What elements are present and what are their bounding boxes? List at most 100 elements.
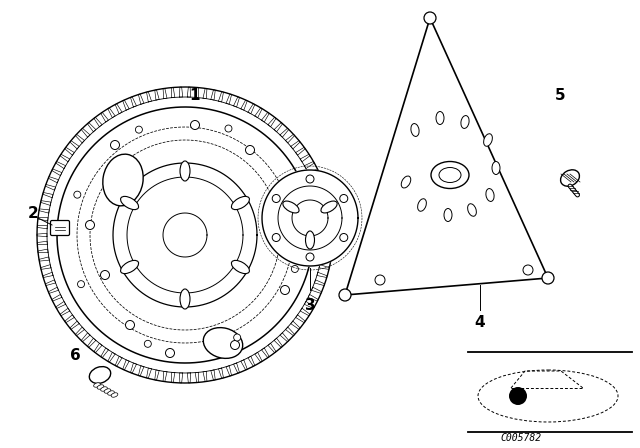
Circle shape (272, 233, 280, 241)
Polygon shape (65, 147, 74, 155)
Polygon shape (268, 117, 276, 127)
Polygon shape (138, 366, 144, 376)
Polygon shape (163, 371, 167, 382)
Polygon shape (296, 147, 305, 155)
Polygon shape (314, 280, 324, 285)
Ellipse shape (108, 391, 115, 395)
Ellipse shape (120, 196, 139, 210)
Polygon shape (291, 141, 300, 149)
Polygon shape (280, 128, 289, 137)
Polygon shape (108, 352, 115, 362)
Ellipse shape (180, 161, 190, 181)
Polygon shape (94, 117, 102, 127)
Circle shape (291, 266, 298, 272)
Polygon shape (39, 257, 49, 261)
Polygon shape (268, 343, 276, 353)
Circle shape (280, 285, 289, 294)
Polygon shape (131, 97, 136, 107)
Circle shape (285, 201, 294, 210)
Ellipse shape (111, 393, 118, 397)
Ellipse shape (461, 116, 469, 129)
Polygon shape (57, 107, 313, 363)
Text: C005782: C005782 (500, 433, 541, 443)
Polygon shape (285, 134, 294, 143)
Ellipse shape (444, 208, 452, 221)
Circle shape (145, 340, 151, 347)
Ellipse shape (103, 154, 143, 206)
Polygon shape (319, 265, 330, 269)
Polygon shape (291, 321, 300, 329)
Polygon shape (70, 321, 79, 329)
Polygon shape (155, 370, 159, 380)
Polygon shape (188, 373, 191, 383)
Polygon shape (317, 272, 327, 278)
Ellipse shape (418, 199, 426, 211)
Polygon shape (323, 241, 333, 245)
Polygon shape (323, 233, 333, 237)
Polygon shape (172, 87, 175, 98)
Ellipse shape (232, 260, 250, 274)
Circle shape (424, 12, 436, 24)
Polygon shape (115, 103, 122, 114)
Polygon shape (285, 327, 294, 336)
Polygon shape (195, 87, 198, 98)
Polygon shape (218, 368, 223, 379)
Ellipse shape (561, 170, 579, 186)
Polygon shape (115, 356, 122, 366)
Ellipse shape (321, 201, 337, 213)
Polygon shape (37, 233, 47, 237)
Ellipse shape (486, 189, 494, 202)
Ellipse shape (492, 161, 500, 175)
Circle shape (136, 126, 143, 133)
Ellipse shape (120, 260, 139, 274)
Polygon shape (65, 315, 74, 323)
Polygon shape (76, 327, 84, 336)
Polygon shape (60, 154, 70, 162)
Polygon shape (39, 209, 49, 213)
Polygon shape (188, 87, 191, 97)
Ellipse shape (468, 204, 476, 216)
Polygon shape (123, 100, 129, 110)
Polygon shape (321, 257, 331, 261)
Polygon shape (100, 112, 108, 122)
Circle shape (523, 265, 533, 275)
Polygon shape (100, 348, 108, 358)
Polygon shape (123, 360, 129, 370)
FancyBboxPatch shape (51, 220, 70, 236)
Text: 3: 3 (305, 298, 316, 313)
Circle shape (542, 272, 554, 284)
Polygon shape (41, 201, 51, 205)
Polygon shape (234, 363, 239, 373)
Polygon shape (179, 87, 182, 97)
Polygon shape (241, 360, 247, 370)
Polygon shape (88, 338, 96, 348)
Polygon shape (195, 372, 198, 383)
Polygon shape (317, 193, 327, 198)
Ellipse shape (401, 176, 411, 188)
Circle shape (340, 194, 348, 202)
Polygon shape (308, 169, 318, 176)
Polygon shape (60, 308, 70, 316)
Polygon shape (172, 372, 175, 383)
Polygon shape (49, 287, 58, 293)
Polygon shape (345, 18, 548, 295)
Polygon shape (45, 280, 56, 285)
Ellipse shape (93, 383, 100, 387)
Polygon shape (305, 302, 314, 309)
Polygon shape (248, 356, 255, 366)
Ellipse shape (484, 134, 492, 146)
Polygon shape (81, 128, 90, 137)
Polygon shape (37, 225, 47, 229)
Polygon shape (248, 103, 255, 114)
Polygon shape (296, 315, 305, 323)
Polygon shape (41, 265, 51, 269)
Circle shape (288, 189, 295, 195)
Polygon shape (179, 373, 182, 383)
Polygon shape (56, 161, 66, 168)
Circle shape (74, 191, 81, 198)
Polygon shape (52, 294, 62, 301)
Polygon shape (321, 209, 331, 213)
Circle shape (86, 220, 95, 229)
Ellipse shape (431, 161, 469, 189)
Circle shape (230, 340, 239, 349)
